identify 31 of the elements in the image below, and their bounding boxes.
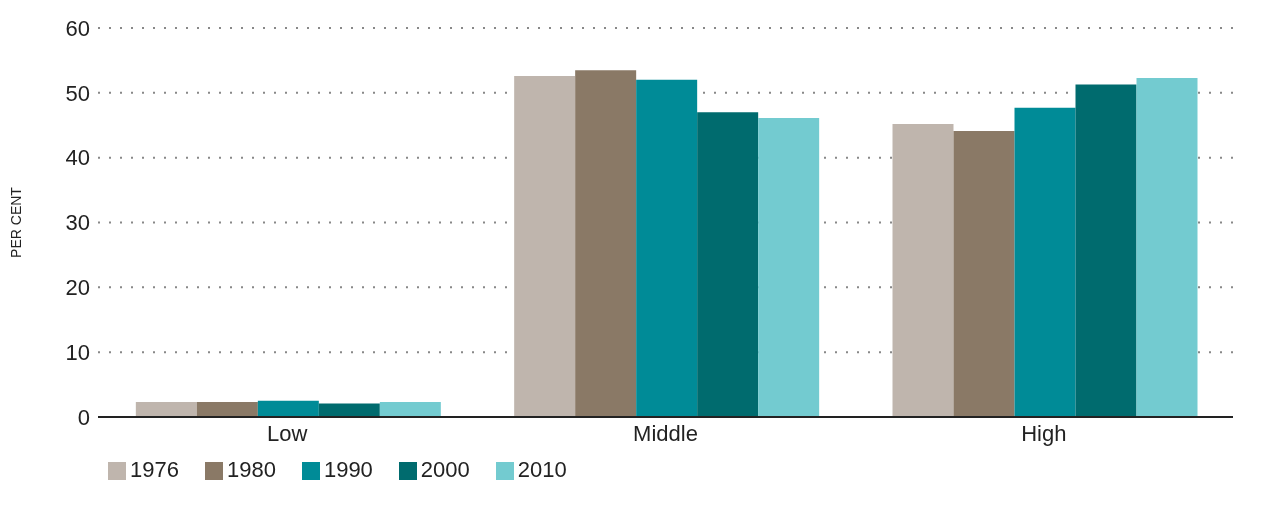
y-tick-label: 50	[65, 80, 90, 106]
bar	[575, 70, 637, 417]
x-tick-label: Middle	[633, 420, 698, 446]
bar	[257, 400, 319, 417]
y-axis-title: PER CENT	[7, 186, 24, 258]
x-tick-label: Low	[266, 420, 308, 446]
bar	[697, 112, 759, 417]
bar	[135, 402, 197, 417]
bar	[1075, 84, 1137, 417]
bar	[1136, 77, 1198, 417]
y-tick-label: 60	[65, 15, 90, 41]
bar	[892, 123, 954, 417]
bar	[636, 79, 698, 417]
bar	[318, 403, 380, 417]
legend-label: 2010	[517, 457, 567, 482]
legend-label: 1976	[130, 457, 179, 482]
legend-label: 1980	[226, 457, 276, 482]
x-tick-label: High	[1021, 420, 1067, 446]
y-tick-label: 10	[65, 339, 90, 365]
bar	[196, 402, 258, 417]
legend-label: 1990	[323, 457, 373, 482]
y-tick-label: 20	[65, 275, 90, 301]
bar	[379, 402, 441, 417]
y-tick-label: 30	[65, 210, 90, 236]
legend-label: 2000	[420, 457, 470, 482]
bar	[758, 118, 820, 417]
bar	[1014, 107, 1076, 417]
bar	[514, 75, 576, 417]
y-tick-label: 0	[77, 404, 90, 430]
y-tick-label: 40	[65, 145, 90, 171]
bar	[953, 131, 1015, 417]
